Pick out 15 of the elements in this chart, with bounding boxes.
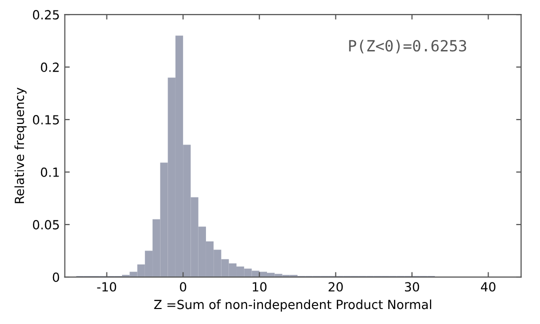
x-tick-label: 30 xyxy=(404,282,420,292)
x-tick-label: 40 xyxy=(480,282,496,292)
y-tick-label: 0 xyxy=(52,272,60,282)
annotation: P(Z<0)=0.6253 xyxy=(349,40,466,54)
x-tick-label: 10 xyxy=(252,282,266,292)
x-axis-title: Z =Sum of non-independent Product Normal xyxy=(154,300,432,312)
y-axis-title: Relative frequency xyxy=(14,88,27,204)
y-tick-label: 0.1 xyxy=(40,168,59,177)
y-tick-label: 0.05 xyxy=(32,220,59,230)
y-tick-label: 0.25 xyxy=(32,10,59,20)
x-tick-label: 20 xyxy=(328,282,343,292)
y-tick-label: 0.2 xyxy=(40,62,59,72)
x-tick-label: -10 xyxy=(97,282,116,292)
x-tick-label: 0 xyxy=(180,282,186,292)
y-tick-label: 0.15 xyxy=(32,115,59,124)
